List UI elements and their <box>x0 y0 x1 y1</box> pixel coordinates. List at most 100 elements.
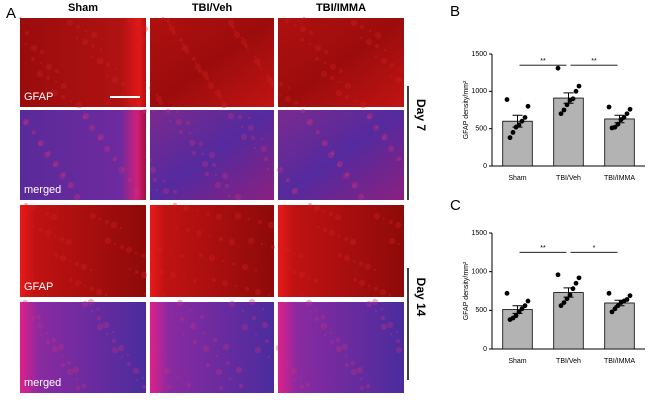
texture-speck <box>387 145 395 153</box>
texture-speck <box>66 360 72 366</box>
texture-speck <box>25 119 29 123</box>
texture-speck <box>18 16 22 20</box>
texture-speck <box>327 151 335 159</box>
texture-speck <box>214 173 218 177</box>
bar <box>553 97 584 167</box>
data-point <box>522 303 528 309</box>
texture-speck <box>81 383 87 389</box>
micrograph <box>20 110 146 200</box>
texture-speck <box>195 209 199 213</box>
texture-speck <box>234 193 242 201</box>
panel-label: B <box>450 3 460 20</box>
texture-speck <box>389 332 393 336</box>
texture-speck <box>395 76 403 84</box>
texture-speck <box>58 172 66 180</box>
texture-speck <box>221 259 225 263</box>
texture-speck <box>248 298 256 306</box>
texture-speck <box>261 321 269 329</box>
texture-speck <box>194 61 198 65</box>
data-point <box>573 88 579 94</box>
data-point <box>555 65 561 71</box>
texture-speck <box>283 246 291 254</box>
texture-speck <box>284 95 292 103</box>
texture-speck <box>371 298 379 306</box>
texture-speck <box>221 279 229 287</box>
texture-speck <box>284 361 290 367</box>
texture-speck <box>67 183 73 189</box>
texture-speck <box>207 80 211 84</box>
texture-speck <box>359 24 365 30</box>
texture-speck <box>215 354 219 358</box>
texture-speck <box>136 188 140 192</box>
texture-speck <box>30 308 34 312</box>
y-tick-label: 0 <box>483 163 487 170</box>
texture-speck <box>185 227 191 233</box>
texture-speck <box>345 171 351 177</box>
data-point <box>525 298 531 304</box>
data-point <box>609 125 615 131</box>
texture-speck <box>266 76 274 84</box>
data-point <box>519 118 525 124</box>
texture-speck <box>343 236 349 242</box>
data-point <box>564 102 570 108</box>
texture-speck <box>217 94 223 100</box>
texture-speck <box>320 314 326 320</box>
texture-speck <box>98 217 102 221</box>
texture-speck <box>215 213 223 221</box>
texture-speck <box>294 188 298 192</box>
texture-speck <box>368 29 372 33</box>
texture-speck <box>398 67 402 71</box>
data-point <box>555 272 561 278</box>
texture-speck <box>299 384 305 390</box>
texture-speck <box>261 307 265 311</box>
texture-speck <box>36 314 42 320</box>
texture-speck <box>220 99 224 103</box>
texture-speck <box>204 171 210 177</box>
texture-speck <box>111 338 117 344</box>
texture-speck <box>302 16 306 20</box>
texture-speck <box>153 361 159 367</box>
day-label: Day 7 <box>414 99 428 131</box>
texture-speck <box>367 284 371 288</box>
texture-speck <box>388 219 394 225</box>
y-axis-label: GFAP density/mm² <box>463 80 470 139</box>
texture-speck <box>300 108 306 114</box>
texture-speck <box>328 211 334 217</box>
texture-speck <box>330 152 334 156</box>
texture-speck <box>238 383 244 389</box>
texture-speck <box>81 38 89 46</box>
texture-speck <box>104 237 112 245</box>
data-point <box>612 306 618 312</box>
texture-speck <box>254 288 262 296</box>
texture-speck <box>328 229 336 237</box>
texture-speck <box>285 177 291 183</box>
texture-speck <box>338 80 342 84</box>
x-tick-label: TBI/IMMA <box>604 175 635 182</box>
texture-speck <box>305 382 311 388</box>
texture-speck <box>29 278 35 284</box>
texture-speck <box>380 323 388 331</box>
texture-speck <box>329 331 333 335</box>
texture-speck <box>208 151 216 159</box>
texture-speck <box>37 141 43 147</box>
micrograph <box>20 302 146 393</box>
texture-speck <box>386 321 394 329</box>
texture-speck <box>75 36 79 40</box>
texture-speck <box>287 86 291 90</box>
texture-speck <box>234 284 238 288</box>
texture-speck <box>74 261 80 267</box>
texture-speck <box>105 74 109 78</box>
texture-speck <box>395 338 401 344</box>
texture-speck <box>338 68 344 74</box>
texture-speck <box>353 99 357 103</box>
texture-speck <box>284 18 290 24</box>
texture-speck <box>247 237 255 245</box>
texture-speck <box>184 49 190 55</box>
texture-speck <box>162 179 166 183</box>
micrograph <box>150 205 274 297</box>
texture-speck <box>23 276 27 280</box>
texture-speck <box>150 344 158 352</box>
texture-speck <box>247 124 255 132</box>
texture-speck <box>299 25 307 33</box>
